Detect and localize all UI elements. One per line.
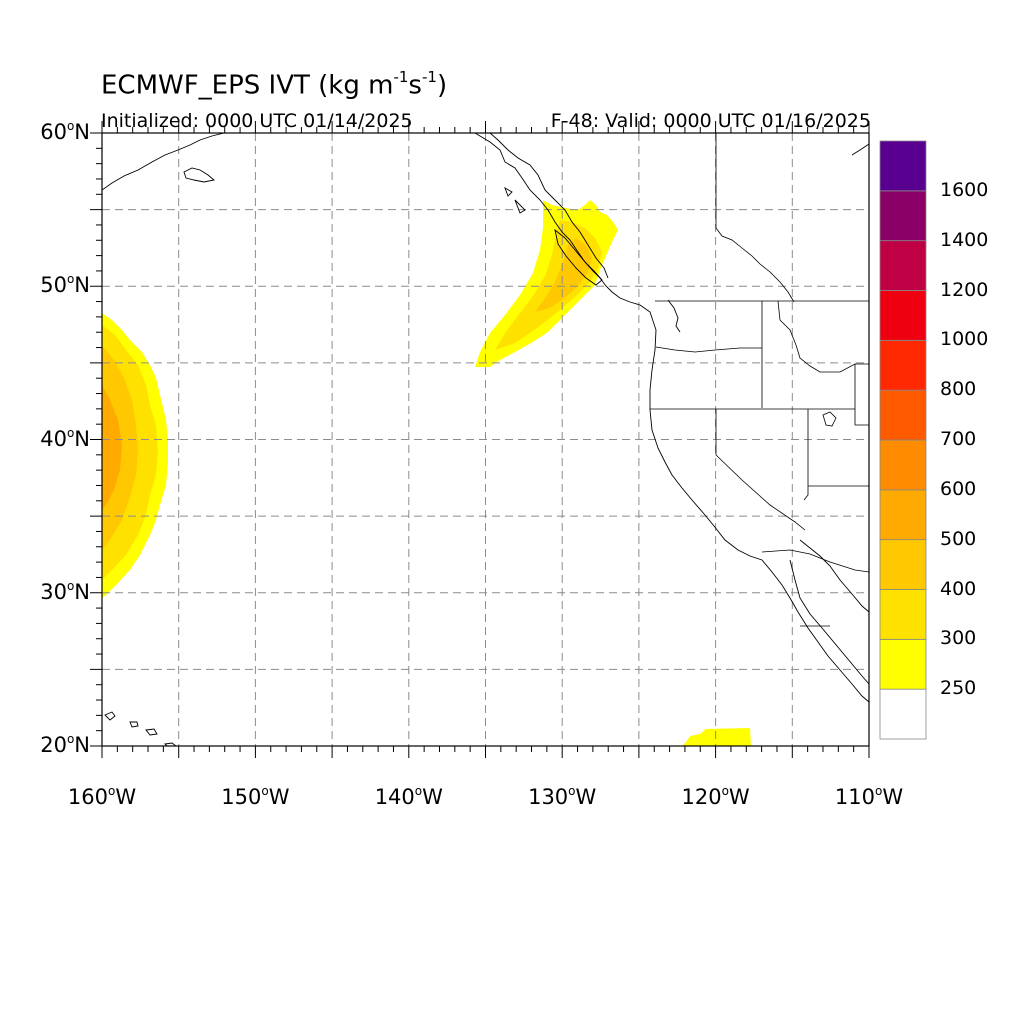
coastlines	[102, 133, 869, 746]
colorbar-swatch	[879, 439, 927, 491]
colorbar-label: 600	[940, 477, 977, 500]
lon-tick-label: 150oW	[221, 784, 290, 809]
valid-time-subtitle: F-48: Valid: 0000 UTC 01/16/2025	[550, 110, 871, 132]
colorbar-label: 1600	[940, 178, 989, 201]
colorbar-swatch	[879, 638, 927, 690]
colorbar-label: 250	[940, 677, 977, 700]
lon-tick-label: 140oW	[374, 784, 443, 809]
colorbar-label: 800	[940, 378, 977, 401]
border-wy	[854, 363, 869, 426]
axis-ticks	[90, 121, 870, 758]
colorbar-swatch	[879, 589, 927, 640]
lat-tick-label: 30oN	[40, 578, 90, 604]
colorbar	[879, 140, 927, 740]
border-ca-nv	[715, 409, 806, 531]
lon-tick-label: 120oW	[681, 784, 750, 809]
ivt-contour-400	[535, 238, 592, 312]
ivt-contour-250	[682, 728, 751, 746]
plot-title: ECMWF_EPS IVT (kg m-1s-1)	[101, 68, 448, 101]
colorbar-label: 500	[940, 527, 977, 550]
coastline-bc-inner	[489, 133, 609, 279]
colorbar-label: 1200	[940, 278, 989, 301]
lon-tick-label: 130oW	[528, 784, 597, 809]
lat-tick-label: 50oN	[40, 272, 90, 298]
ivt-blob-pnw	[475, 200, 618, 367]
graticule	[102, 133, 869, 746]
lat-tick-label: 20oN	[40, 732, 90, 757]
border-bc-alberta	[715, 133, 795, 303]
lat-tick-label: 40oN	[40, 425, 90, 451]
colorbar-swatch	[879, 240, 927, 291]
coastline-bc	[474, 133, 641, 306]
ivt-blob-central-pacific	[102, 313, 168, 598]
colorbar-label: 1000	[940, 328, 989, 351]
colorbar-label: 1400	[940, 228, 989, 251]
colorbar-swatch	[879, 389, 927, 441]
great-salt-lake	[822, 411, 837, 427]
coastline-mexico	[799, 539, 869, 613]
colorbar-swatch	[879, 190, 927, 242]
colorbar-swatch	[879, 140, 927, 192]
coastline-alaska	[102, 133, 225, 191]
hawaii-islands	[104, 711, 177, 746]
coastline-baja-east	[789, 559, 869, 685]
lat-tick-label: 60oN	[40, 119, 90, 144]
lon-tick-label: 160oW	[67, 784, 137, 809]
colorbar-label: 300	[940, 627, 977, 650]
coastline-us-west	[639, 304, 869, 703]
init-time-subtitle: Initialized: 0000 UTC 01/14/2025	[101, 110, 413, 132]
political-borders	[650, 133, 869, 627]
puget-sound	[667, 299, 681, 333]
gulf-islands	[504, 186, 526, 214]
ivt-blob-southwest	[682, 728, 751, 746]
colorbar-swatch	[879, 489, 927, 541]
border-id-mt	[777, 300, 856, 409]
ivt-shading-layer	[102, 200, 751, 746]
border-nv-ut	[803, 409, 809, 501]
border-wa-or	[655, 346, 762, 353]
border-us-mexico	[761, 549, 869, 573]
vancouver-island	[554, 228, 603, 286]
coastline-hudson-nw	[851, 143, 869, 156]
colorbar-label: 400	[940, 577, 977, 600]
colorbar-swatch	[879, 539, 927, 590]
colorbar-swatch	[879, 688, 927, 740]
kodiak	[183, 167, 216, 183]
colorbar-swatch	[879, 339, 927, 391]
colorbar-swatch	[879, 290, 927, 341]
ivt-contour-500	[102, 385, 122, 510]
lon-tick-label: 110oW	[834, 784, 904, 809]
colorbar-label: 700	[940, 428, 977, 450]
